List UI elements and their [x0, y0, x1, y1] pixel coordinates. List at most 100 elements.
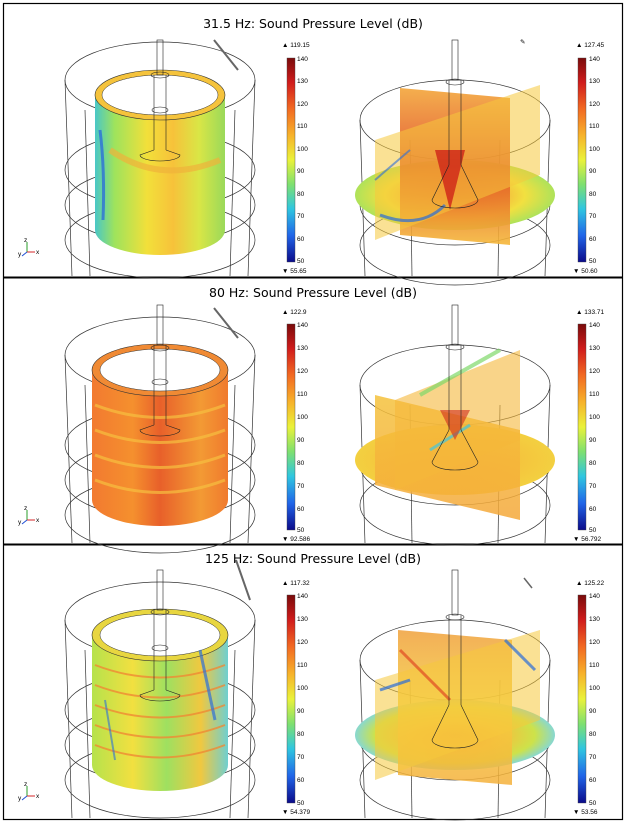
axis-triad-icon: y z x: [18, 505, 40, 526]
probe-rod: [235, 559, 251, 601]
colorbar-tick: 130: [297, 345, 308, 352]
colorbar-tick: 70: [297, 754, 305, 761]
axis-y-label: y: [18, 795, 22, 802]
probe-rod: [213, 39, 239, 71]
low-spl-band: [503, 638, 537, 672]
colorbar-tick: 80: [589, 191, 597, 198]
pipe-structure: [431, 39, 479, 209]
colorbar-tick: 100: [589, 685, 600, 692]
colorbar-gradient: [577, 57, 587, 263]
colorbar-tick: 110: [297, 123, 308, 130]
colorbar-tick: 90: [297, 168, 305, 175]
high-spl-core: [435, 150, 465, 210]
colorbar-min-label: ▼ 54.379: [282, 809, 311, 816]
colorbar-tick: 130: [297, 78, 308, 85]
colorbar-tick: 120: [589, 368, 600, 375]
colorbar-tick: 80: [297, 191, 305, 198]
colorbar-tick: 50: [589, 800, 597, 807]
pipe-structure: [139, 304, 181, 437]
panel-31-5hz: y z x ▲ 119.15 140 130 120 110 100 90 80…: [18, 39, 605, 286]
high-spl-band: [108, 147, 222, 174]
low-spl-band: [429, 423, 471, 452]
low-spl-band: [104, 699, 116, 761]
colorbar-tick: 110: [589, 391, 600, 398]
spl-bands: [94, 403, 226, 494]
colorbar-tick: 90: [589, 437, 597, 444]
colorbar-tick: 120: [297, 639, 308, 646]
colorbar-max-label: ▲ 125.22: [576, 580, 605, 587]
colorbar-tick: 140: [297, 593, 308, 600]
cylinder-opening: [101, 74, 219, 116]
colorbar-tick: 100: [589, 146, 600, 153]
panel-125hz: y z x ▲ 117.32 140 130 120 110 100 90 80…: [18, 559, 605, 821]
colorbar-min-label: ▼ 53.56: [573, 809, 598, 816]
colorbar-tick: 100: [297, 146, 308, 153]
probe-rod-mark: ✎: [520, 39, 526, 46]
axis-triad-icon: y z x: [18, 781, 40, 802]
colorbar-tick: 80: [297, 731, 305, 738]
panel-title-125hz: 125 Hz: Sound Pressure Level (dB): [205, 551, 421, 566]
colorbar-tick: 140: [297, 322, 308, 329]
pipe-structure: [139, 569, 181, 702]
colorbar-tick: 70: [589, 754, 597, 761]
colorbar-max-label: ▲ 127.45: [576, 42, 605, 49]
probe-rod: [523, 577, 533, 589]
mid-spl-band: [419, 348, 501, 397]
colorbar-tick: 120: [297, 101, 308, 108]
colorbar-tick: 110: [589, 662, 600, 669]
colorbar-max-label: ▲ 117.32: [282, 580, 310, 587]
colorbar-tick: 50: [297, 258, 305, 265]
low-spl-band: [374, 149, 411, 181]
colorbar-tick: 70: [297, 213, 305, 220]
colorbar-tick: 120: [589, 101, 600, 108]
colorbar-tick: 120: [589, 639, 600, 646]
colorbar-tick: 50: [589, 527, 597, 534]
colorbar-tick: 110: [297, 391, 308, 398]
colorbar-tick: 110: [297, 662, 308, 669]
probe-rod: [213, 307, 239, 339]
axis-y-label: y: [18, 251, 22, 258]
colorbar-gradient: [577, 323, 587, 531]
low-spl-band: [98, 129, 106, 221]
colorbar-tick: 70: [297, 483, 305, 490]
pipe-structure: [431, 304, 479, 471]
colorbar-tick: 140: [297, 56, 308, 63]
colorbar-right: ▲ 127.45 140 130 120 110 100 90 80 70 60…: [573, 42, 605, 275]
colorbar-gradient: [577, 594, 587, 804]
colorbar-tick: 50: [589, 258, 597, 265]
colorbar-tick: 60: [589, 506, 597, 513]
colorbar-tick: 90: [589, 168, 597, 175]
axis-x-label: x: [36, 249, 40, 256]
colorbar-tick: 80: [589, 731, 597, 738]
colorbar-tick: 130: [297, 616, 308, 623]
colorbar-tick: 60: [297, 777, 305, 784]
colorbar-tick: 60: [297, 506, 305, 513]
colorbar-tick: 130: [589, 616, 600, 623]
high-spl-core: [440, 410, 470, 440]
colorbar-tick: 100: [297, 414, 308, 421]
colorbar-min-label: ▼ 92.586: [282, 536, 311, 543]
colorbar-tick: 60: [589, 777, 597, 784]
panel-title-31-5hz: 31.5 Hz: Sound Pressure Level (dB): [203, 16, 423, 31]
axis-triad-icon: y z x: [18, 237, 40, 258]
colorbar-right: ▲ 133.71 140 130 120 110 100 90 80 70 60…: [573, 309, 605, 543]
axis-z-label: z: [24, 781, 27, 788]
colorbar-tick: 110: [589, 123, 600, 130]
high-spl-band: [398, 648, 452, 702]
colorbar-tick: 120: [297, 368, 308, 375]
low-spl-band: [379, 203, 447, 223]
pipe-structure: [139, 39, 181, 162]
colorbar-tick: 60: [297, 236, 305, 243]
colorbar-left: ▲ 119.15 140 130 120 110 100 90 80 70 60…: [282, 42, 310, 275]
colorbar-min-label: ▼ 50.60: [573, 268, 598, 275]
cylinder-opening: [99, 348, 221, 392]
colorbar-max-label: ▲ 133.71: [576, 309, 605, 316]
colorbar-tick: 140: [589, 322, 600, 329]
colorbar-gradient: [286, 57, 296, 263]
colorbar-right: ▲ 125.22 140 130 120 110 100 90 80 70 60…: [573, 580, 605, 816]
colorbar-tick: 60: [589, 236, 597, 243]
colorbar-tick: 140: [589, 593, 600, 600]
